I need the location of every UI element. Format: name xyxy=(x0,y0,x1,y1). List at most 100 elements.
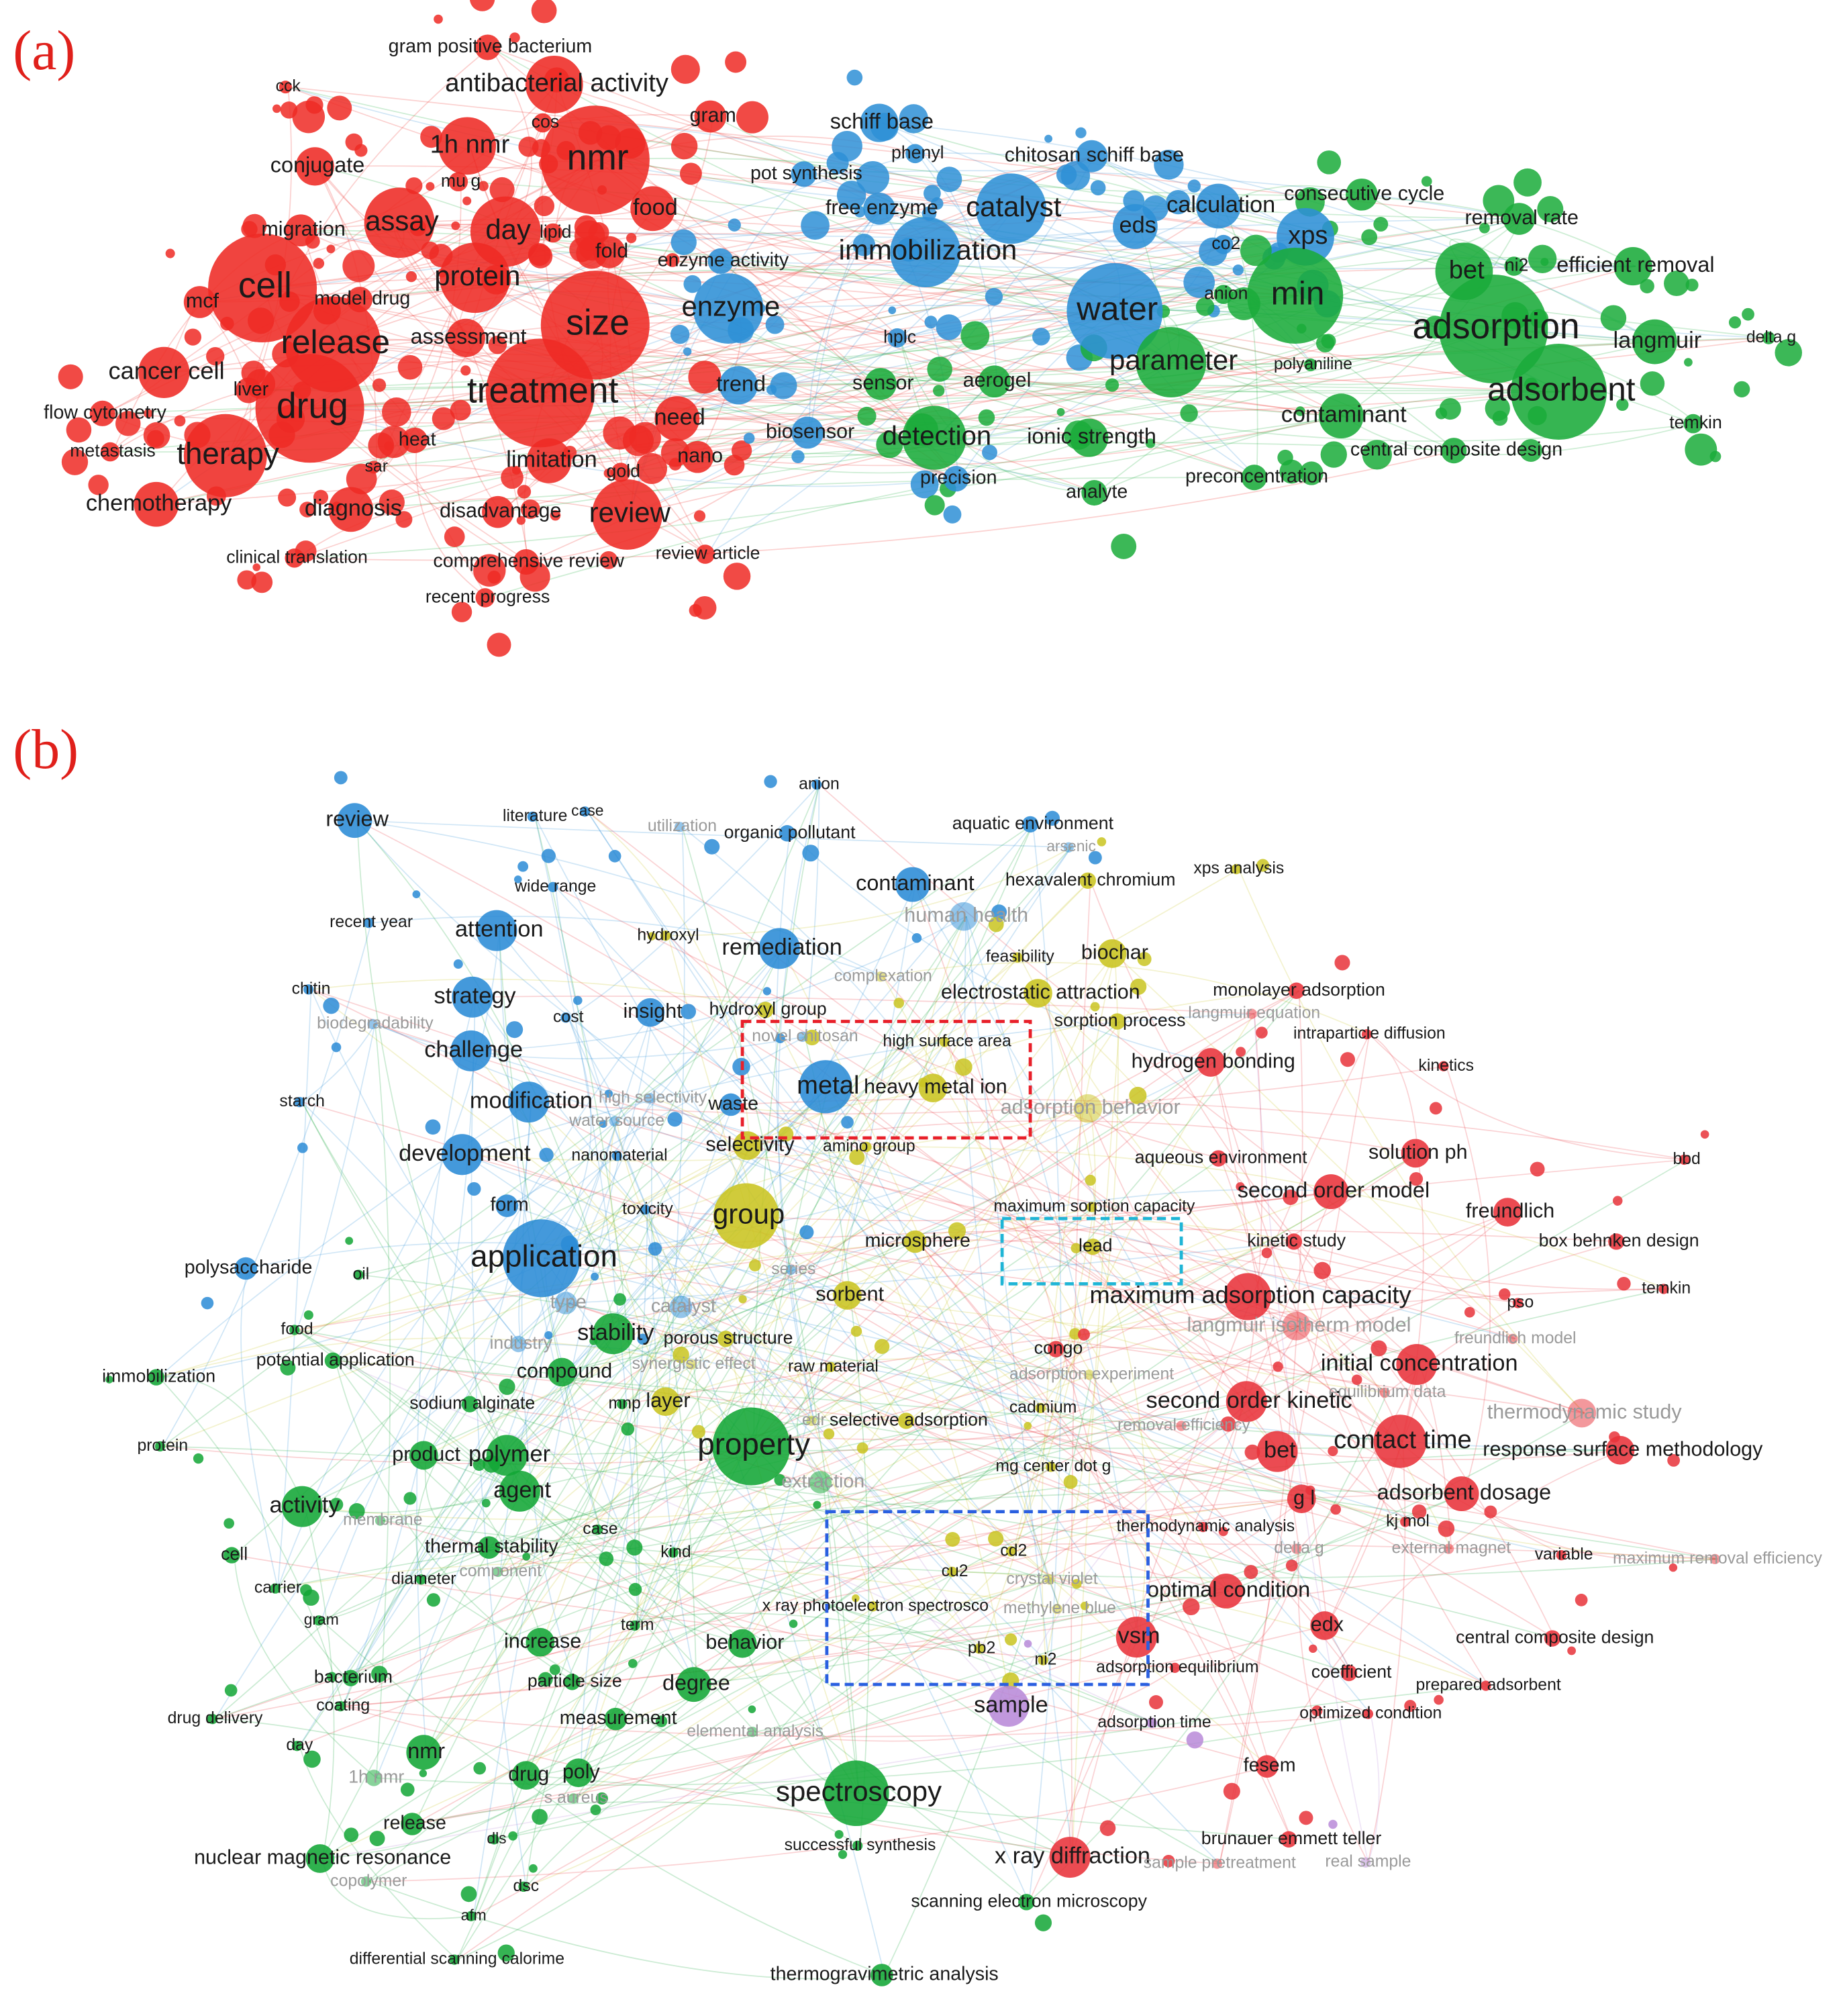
node xyxy=(1328,1445,1338,1457)
node-label: monolayer adsorption xyxy=(1213,979,1385,1000)
edge xyxy=(215,1325,1299,1720)
edge xyxy=(423,1579,860,1847)
node-label: copolymer xyxy=(330,1872,407,1890)
edge xyxy=(574,1451,1281,1683)
node xyxy=(719,1093,742,1116)
node xyxy=(670,324,690,344)
node xyxy=(924,316,938,329)
node xyxy=(425,1119,441,1135)
node xyxy=(680,162,702,185)
edge xyxy=(1212,1062,1489,1686)
edge xyxy=(500,1153,1419,1573)
node xyxy=(836,181,866,210)
node xyxy=(1567,1398,1597,1428)
node xyxy=(694,100,727,133)
edge xyxy=(335,1359,1718,1560)
node-label: property xyxy=(697,1427,810,1461)
edge xyxy=(202,244,1226,303)
node xyxy=(442,1134,483,1175)
edge xyxy=(1072,1021,1121,1858)
node xyxy=(452,976,493,1018)
edge xyxy=(383,1520,1270,1768)
node xyxy=(527,811,538,822)
node xyxy=(379,489,405,516)
node xyxy=(1079,872,1097,889)
node xyxy=(460,1886,477,1903)
node xyxy=(1183,1598,1200,1616)
node xyxy=(451,602,472,622)
node xyxy=(948,1222,966,1240)
node-label: contact time xyxy=(1334,1425,1472,1454)
node xyxy=(1226,1381,1267,1423)
node xyxy=(501,466,524,489)
edge xyxy=(304,1466,1054,1521)
edge xyxy=(166,265,1636,373)
node xyxy=(626,1539,643,1556)
node xyxy=(874,1339,890,1354)
node xyxy=(590,1804,601,1815)
edge xyxy=(908,1153,1419,1422)
node-label: waste xyxy=(707,1093,758,1114)
node xyxy=(451,221,460,230)
edge xyxy=(317,165,1014,209)
edge xyxy=(883,976,1230,1592)
node-label: pb2 xyxy=(968,1639,995,1657)
node xyxy=(1148,1695,1163,1710)
edge xyxy=(1368,1033,1419,1153)
node xyxy=(1288,982,1305,999)
node xyxy=(976,173,1046,244)
node xyxy=(669,1295,693,1318)
node xyxy=(415,1574,427,1585)
node xyxy=(369,1831,385,1847)
node xyxy=(1077,1328,1091,1341)
edge xyxy=(683,1061,1214,1308)
edge xyxy=(464,1154,729,1340)
node xyxy=(1070,418,1109,457)
node-label: bbd xyxy=(1673,1150,1701,1168)
node xyxy=(1066,262,1163,359)
node xyxy=(1404,1700,1417,1713)
edge xyxy=(521,1191,1334,1345)
node xyxy=(676,1667,711,1702)
edge xyxy=(681,826,860,1794)
node xyxy=(766,385,777,395)
node xyxy=(806,1415,817,1427)
node xyxy=(1328,1819,1338,1829)
edge xyxy=(809,361,1175,443)
node xyxy=(611,463,631,482)
edge xyxy=(875,1498,1305,1607)
node xyxy=(489,177,515,203)
edge xyxy=(473,1211,1511,1917)
node xyxy=(599,1120,607,1129)
node xyxy=(1443,1543,1454,1554)
node-label: protein xyxy=(434,260,520,291)
node-label: s aureus xyxy=(544,1788,608,1807)
edge xyxy=(587,811,1388,1394)
edge xyxy=(935,880,1091,1089)
node xyxy=(1197,1522,1209,1533)
node xyxy=(770,372,797,399)
edge xyxy=(740,236,1308,386)
node xyxy=(462,196,472,205)
node-label: release xyxy=(383,1813,446,1834)
edge xyxy=(1368,1033,1687,1161)
node xyxy=(1071,1578,1082,1589)
edge xyxy=(624,1288,1666,1405)
node-label: migration xyxy=(261,218,345,240)
edge xyxy=(426,1306,685,1753)
node xyxy=(1567,1646,1577,1655)
node-label: membrane xyxy=(343,1511,422,1529)
node xyxy=(1608,1233,1625,1250)
node xyxy=(1044,810,1060,826)
edge xyxy=(472,916,967,1917)
node xyxy=(511,1761,541,1790)
node-label: day xyxy=(286,1736,313,1754)
node-label: release xyxy=(281,323,390,361)
edge xyxy=(828,1086,1060,1609)
node xyxy=(1038,1655,1048,1666)
node xyxy=(1310,1611,1339,1640)
node-label: drug delivery xyxy=(168,1709,263,1727)
node xyxy=(1346,178,1378,211)
edge xyxy=(352,1120,618,1679)
edge xyxy=(667,935,877,1607)
